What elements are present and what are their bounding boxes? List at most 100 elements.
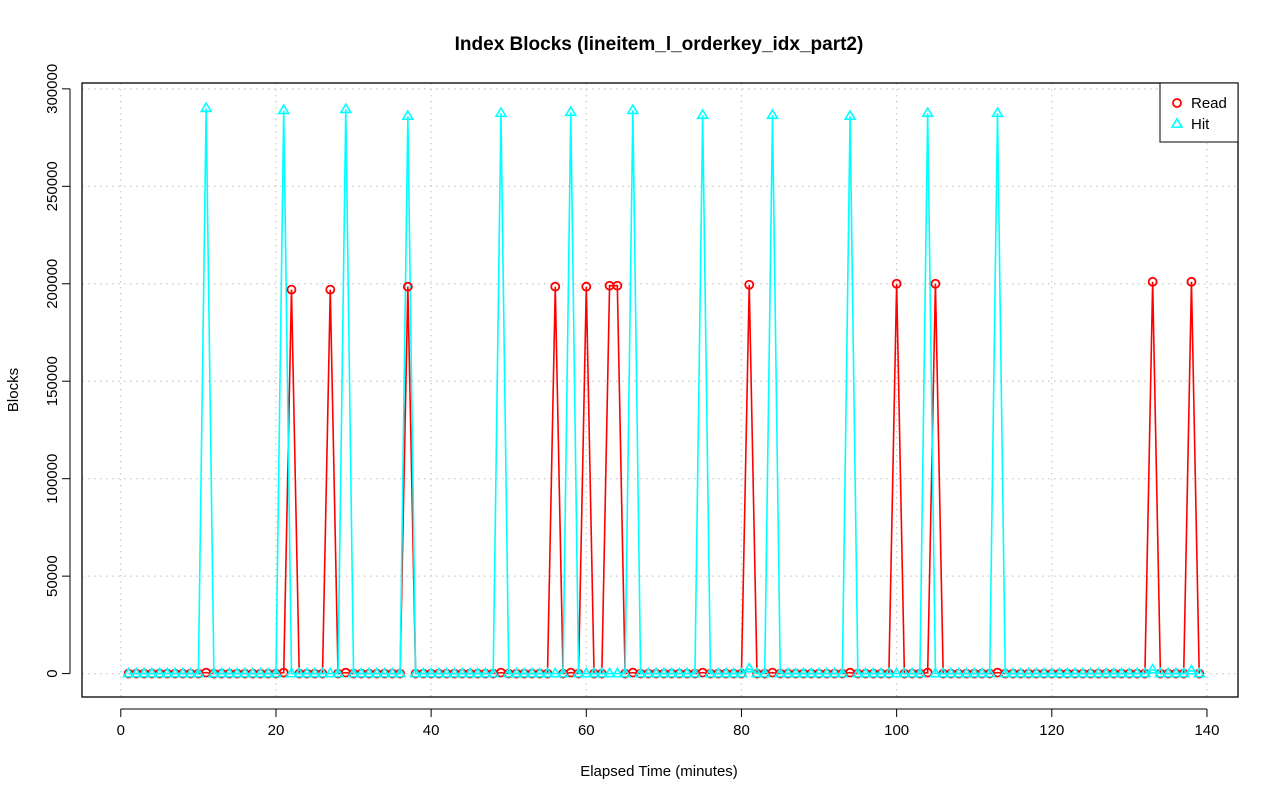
legend-label-read: Read: [1191, 95, 1227, 112]
plot-frame: [81, 82, 1239, 698]
data-point-hit: [1177, 666, 1191, 678]
data-point-hit: [610, 666, 624, 678]
legend: Read Hit: [1159, 82, 1239, 143]
data-point-hit: [254, 666, 267, 678]
x-tick-label: 140: [1194, 722, 1219, 739]
data-point-hit: [626, 103, 640, 115]
x-tick-label: 60: [578, 722, 595, 739]
x-axis: 0 20 40 60 80 100 120 140: [117, 708, 1219, 739]
data-point-hit: [261, 666, 275, 678]
data-point-read: [581, 281, 592, 292]
data-point-hit: [455, 666, 469, 678]
x-axis-title: Elapsed Time (minutes): [580, 763, 738, 780]
data-point-hit: [890, 666, 903, 678]
data-point-hit: [758, 666, 772, 678]
data-point-hit: [1192, 666, 1206, 678]
data-point-hit: [339, 102, 353, 114]
data-point-hit: [1084, 666, 1097, 678]
data-point-hit: [463, 666, 477, 678]
data-point-hit: [230, 666, 244, 678]
data-point-hit: [905, 666, 919, 678]
data-point-hit: [122, 666, 135, 678]
data-point-hit: [1154, 666, 1167, 678]
data-point-read: [1147, 276, 1158, 287]
data-point-hit: [820, 666, 834, 678]
data-point-hit: [300, 666, 314, 678]
data-point-hit: [797, 666, 810, 678]
data-point-hit: [1014, 666, 1028, 678]
data-point-hit: [448, 666, 461, 678]
x-tick-label: 0: [117, 722, 125, 739]
data-point-hit: [502, 666, 516, 678]
y-tick-label: 100000: [44, 454, 61, 504]
data-point-hit: [269, 666, 283, 678]
data-point-hit: [595, 666, 609, 678]
data-point-hit: [719, 666, 733, 678]
data-point-hit: [277, 103, 291, 115]
data-point-hit: [168, 666, 182, 678]
data-point-hit: [711, 666, 725, 678]
data-point-hit: [773, 666, 787, 678]
data-point-hit: [517, 666, 531, 678]
data-point-hit: [401, 109, 415, 121]
data-point-hit: [859, 666, 872, 678]
data-point-hit: [727, 666, 741, 678]
data-point-hit: [510, 666, 523, 678]
data-point-hit: [929, 666, 942, 678]
data-point-hit: [494, 106, 508, 118]
data-point-hit: [285, 666, 298, 678]
data-point-hit: [417, 666, 430, 678]
series-markers: [122, 101, 1206, 679]
data-point-hit: [1006, 666, 1020, 678]
data-point-hit: [199, 101, 213, 113]
data-point-read: [402, 281, 413, 292]
data-point-hit: [1099, 666, 1113, 678]
data-point-hit: [1185, 663, 1198, 675]
data-point-hit: [843, 109, 857, 121]
data-point-hit: [370, 666, 384, 678]
y-tick-label: 150000: [44, 356, 61, 406]
data-point-hit: [153, 666, 166, 678]
data-point-hit: [696, 108, 710, 120]
data-point-hit: [766, 108, 779, 120]
chart-title: Index Blocks (lineitem_l_orderkey_idx_pa…: [455, 34, 864, 55]
y-axis: 0 50000 100000 150000 200000 250000 300000: [44, 64, 71, 678]
data-point-read: [891, 278, 902, 289]
x-tick-label: 20: [268, 722, 285, 739]
y-tick-label: 200000: [44, 259, 61, 309]
data-point-hit: [1022, 666, 1035, 678]
data-point-hit: [991, 106, 1004, 118]
data-point-hit: [874, 666, 888, 678]
data-point-hit: [1068, 666, 1082, 678]
data-point-hit: [688, 666, 702, 678]
x-tick-label: 100: [884, 722, 909, 739]
data-point-read: [922, 667, 933, 678]
data-point-hit: [1037, 666, 1051, 678]
data-point-hit: [1029, 666, 1043, 678]
data-point-read: [325, 284, 336, 295]
data-point-hit: [1123, 666, 1136, 678]
data-point-hit: [486, 666, 500, 678]
data-point-hit: [541, 666, 554, 678]
data-point-hit: [921, 106, 935, 118]
data-point-hit: [378, 666, 391, 678]
data-point-hit: [479, 666, 492, 678]
legend-box: [1159, 82, 1239, 143]
y-tick-label: 50000: [44, 555, 61, 597]
data-point-hit: [572, 666, 585, 678]
data-point-hit: [176, 666, 190, 678]
data-point-hit: [960, 666, 973, 678]
data-point-hit: [603, 666, 616, 678]
data-point-hit: [1053, 666, 1066, 678]
data-point-hit: [851, 666, 865, 678]
data-point-hit: [898, 666, 911, 678]
y-tick-label: 300000: [44, 64, 61, 114]
x-tick-label: 40: [423, 722, 440, 739]
data-point-hit: [983, 666, 997, 678]
data-point-hit: [432, 666, 446, 678]
data-point-hit: [223, 666, 236, 678]
data-point-hit: [936, 666, 950, 678]
data-point-hit: [564, 105, 578, 117]
data-point-hit: [409, 666, 422, 678]
data-point-hit: [634, 666, 647, 678]
